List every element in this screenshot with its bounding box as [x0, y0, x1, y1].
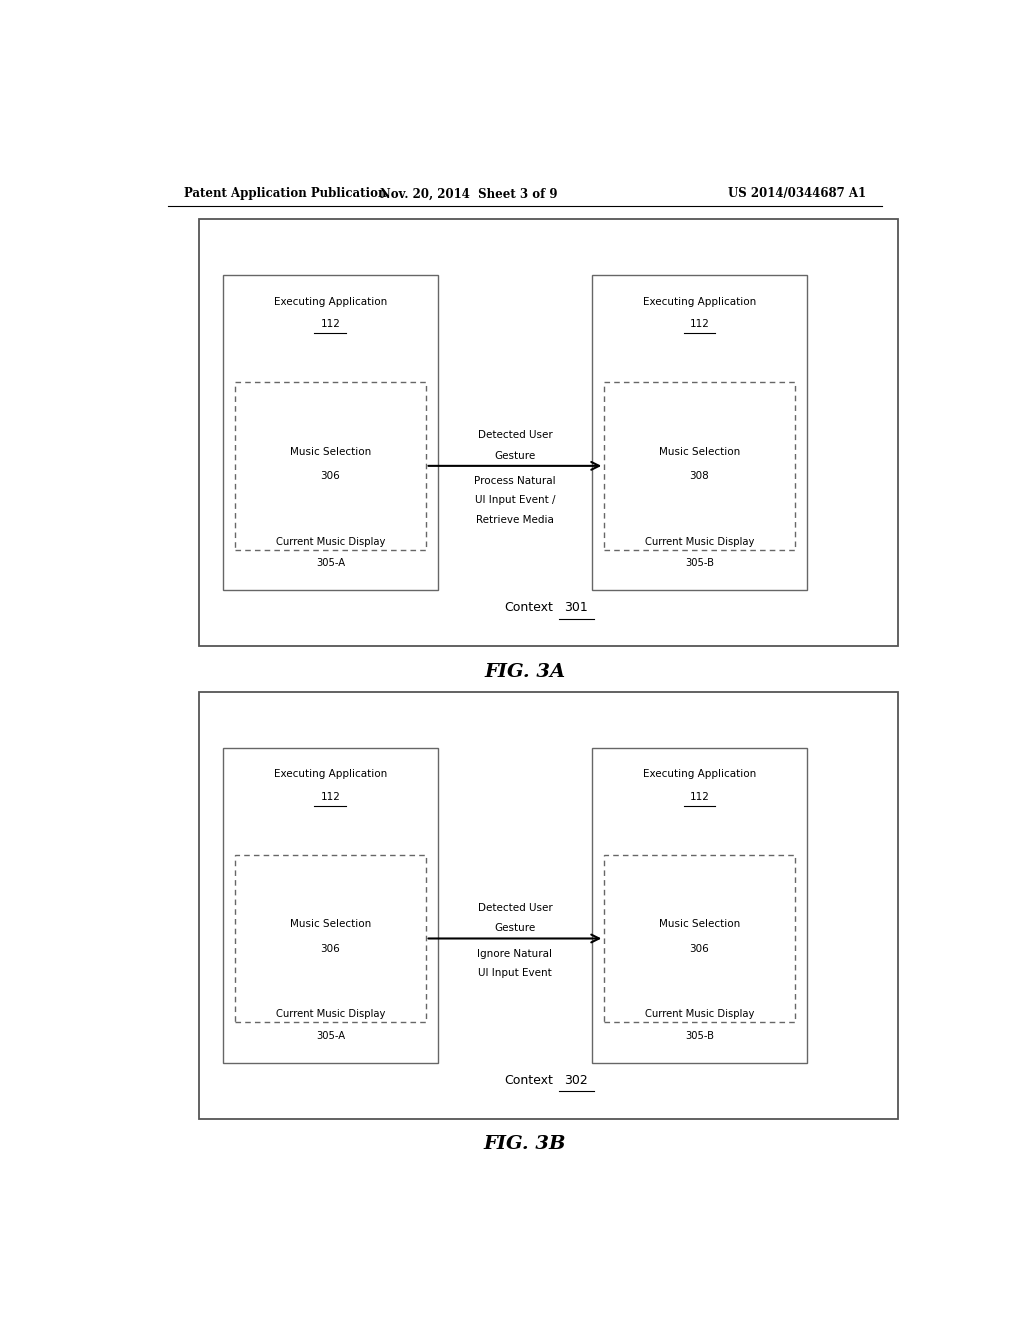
- Text: 302: 302: [564, 1073, 588, 1086]
- Text: 306: 306: [689, 944, 710, 953]
- Text: Ignore Natural: Ignore Natural: [477, 949, 552, 958]
- Text: Music Selection: Music Selection: [658, 446, 740, 457]
- Text: 112: 112: [321, 319, 340, 329]
- Bar: [592, 748, 807, 1063]
- Bar: [223, 748, 437, 1063]
- Text: 112: 112: [689, 319, 710, 329]
- Text: Current Music Display: Current Music Display: [645, 537, 754, 546]
- Text: Current Music Display: Current Music Display: [275, 1010, 385, 1019]
- Text: Current Music Display: Current Music Display: [645, 1010, 754, 1019]
- Text: 305-B: 305-B: [685, 558, 714, 568]
- Bar: [236, 854, 426, 1022]
- Text: 301: 301: [564, 601, 588, 614]
- Text: Process Natural: Process Natural: [474, 477, 556, 486]
- Bar: [223, 276, 437, 590]
- Text: FIG. 3A: FIG. 3A: [484, 663, 565, 681]
- Text: Context: Context: [505, 1073, 553, 1086]
- Text: Executing Application: Executing Application: [273, 297, 387, 306]
- Text: 306: 306: [321, 471, 340, 480]
- Bar: [200, 219, 898, 647]
- Text: Nov. 20, 2014  Sheet 3 of 9: Nov. 20, 2014 Sheet 3 of 9: [381, 187, 558, 201]
- Text: 306: 306: [321, 944, 340, 953]
- Text: Gesture: Gesture: [495, 450, 536, 461]
- Text: Retrieve Media: Retrieve Media: [476, 515, 554, 525]
- Text: Music Selection: Music Selection: [290, 446, 371, 457]
- Text: UI Input Event /: UI Input Event /: [475, 495, 555, 506]
- Text: FIG. 3B: FIG. 3B: [483, 1135, 566, 1154]
- Bar: [604, 381, 795, 549]
- Text: Detected User: Detected User: [477, 430, 552, 441]
- Text: Executing Application: Executing Application: [643, 297, 756, 306]
- Text: UI Input Event: UI Input Event: [478, 968, 552, 978]
- Text: 305-B: 305-B: [685, 1031, 714, 1040]
- Text: Music Selection: Music Selection: [290, 919, 371, 929]
- Text: Detected User: Detected User: [477, 903, 552, 913]
- Text: Executing Application: Executing Application: [273, 770, 387, 779]
- Text: 112: 112: [689, 792, 710, 801]
- Text: 305-A: 305-A: [315, 1031, 345, 1040]
- Bar: [604, 854, 795, 1022]
- Text: Gesture: Gesture: [495, 923, 536, 933]
- Text: Context: Context: [505, 601, 553, 614]
- Text: Executing Application: Executing Application: [643, 770, 756, 779]
- Text: 112: 112: [321, 792, 340, 801]
- Bar: [236, 381, 426, 549]
- Bar: [592, 276, 807, 590]
- Text: Current Music Display: Current Music Display: [275, 537, 385, 546]
- Text: 305-A: 305-A: [315, 558, 345, 568]
- Text: Patent Application Publication: Patent Application Publication: [183, 187, 386, 201]
- Text: 308: 308: [689, 471, 710, 480]
- Bar: [200, 692, 898, 1119]
- Text: US 2014/0344687 A1: US 2014/0344687 A1: [728, 187, 866, 201]
- Text: Music Selection: Music Selection: [658, 919, 740, 929]
